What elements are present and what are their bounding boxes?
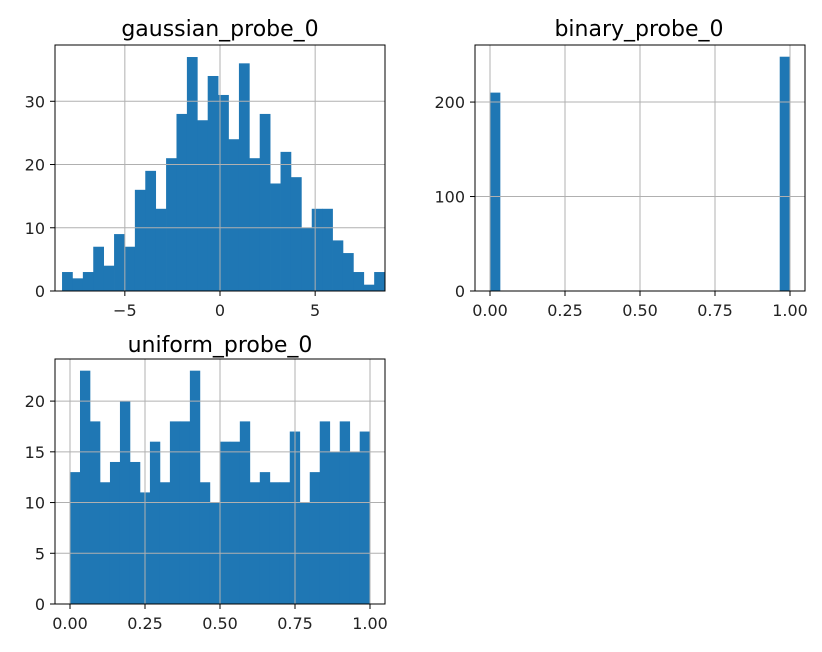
histogram-bar bbox=[342, 253, 354, 291]
histogram-bar bbox=[93, 246, 104, 291]
y-tick-label: 20 bbox=[25, 392, 45, 411]
y-tick-label: 15 bbox=[25, 443, 45, 462]
histogram-bar bbox=[159, 482, 171, 604]
x-tick-label: 0.25 bbox=[127, 614, 163, 633]
histogram-bar bbox=[179, 421, 191, 604]
histogram-bar bbox=[109, 461, 121, 604]
histogram-bar bbox=[229, 441, 241, 604]
histogram-bar bbox=[186, 57, 198, 291]
y-tick-label: 20 bbox=[25, 156, 45, 175]
y-tick-label: 5 bbox=[35, 544, 45, 563]
histogram-bar bbox=[339, 421, 351, 604]
y-tick-label: 100 bbox=[434, 188, 465, 207]
uniform-histogram-panel: uniform_probe_0 0.00 0.25 0.50 0.75 1.00 0 5 10… bbox=[25, 333, 388, 633]
histogram-bar bbox=[228, 139, 240, 291]
x-tick-label: 0.00 bbox=[52, 614, 88, 633]
histogram-bar bbox=[166, 158, 177, 291]
histogram-bar bbox=[238, 63, 250, 292]
gaussian-histogram-panel: gaussian_probe_0 −5 0 5 0 10 20 30 bbox=[25, 17, 386, 320]
x-tick-label: 0.75 bbox=[277, 614, 313, 633]
y-tick-label: 10 bbox=[25, 219, 45, 238]
x-tick-label: 0.50 bbox=[202, 614, 238, 633]
histogram-bar bbox=[197, 120, 209, 291]
binary-histogram-panel: binary_probe_0 0.00 0.25 0.50 0.75 1.00 0 100 2… bbox=[434, 17, 807, 320]
histogram-bar bbox=[89, 421, 101, 604]
histogram-bar bbox=[280, 151, 292, 291]
histogram-bar bbox=[779, 56, 791, 292]
histogram-bar bbox=[332, 240, 344, 291]
histogram-bar bbox=[269, 482, 281, 604]
y-tick-label: 10 bbox=[25, 494, 45, 513]
histogram-bar bbox=[279, 482, 291, 604]
x-tick-label: 1.00 bbox=[772, 301, 808, 320]
histogram-bar bbox=[301, 227, 313, 291]
histogram-bar bbox=[134, 189, 146, 291]
histogram-bar bbox=[124, 246, 136, 291]
histogram-bar bbox=[99, 482, 111, 604]
histogram-bar bbox=[270, 183, 281, 291]
histogram-bar bbox=[490, 92, 501, 291]
x-tick-label: 0.00 bbox=[472, 301, 508, 320]
histogram-bar bbox=[363, 284, 375, 291]
histogram-bar bbox=[353, 272, 365, 291]
histogram-bar bbox=[249, 158, 261, 291]
chart-title: gaussian_probe_0 bbox=[121, 17, 318, 42]
histogram-bar bbox=[207, 75, 219, 292]
histogram-bar bbox=[72, 278, 84, 291]
histogram-bar bbox=[319, 421, 331, 604]
histogram-bar bbox=[219, 441, 231, 604]
histogram-bar bbox=[239, 421, 251, 604]
histogram-bar bbox=[329, 451, 341, 604]
histogram-bar bbox=[309, 472, 321, 604]
x-tick-label: 1.00 bbox=[352, 614, 388, 633]
y-tick-label: 0 bbox=[455, 282, 465, 301]
histogram-bar bbox=[169, 421, 181, 604]
histogram-bar bbox=[199, 482, 211, 604]
y-tick-label: 200 bbox=[434, 93, 465, 112]
histogram-bar bbox=[176, 113, 188, 292]
histogram-bar bbox=[249, 482, 261, 604]
x-tick-label: 5 bbox=[310, 301, 320, 320]
histogram-bar bbox=[70, 472, 81, 604]
histogram-bar bbox=[189, 370, 201, 604]
histogram-bar bbox=[322, 208, 333, 291]
histogram-bar bbox=[145, 170, 157, 291]
histogram-bar bbox=[155, 208, 167, 291]
x-tick-label: 0 bbox=[215, 301, 225, 320]
histogram-bar bbox=[82, 272, 94, 291]
histogram-bar bbox=[290, 177, 302, 291]
y-tick-label: 0 bbox=[35, 282, 45, 301]
histogram-bar bbox=[129, 461, 141, 604]
histogram-bar bbox=[349, 451, 361, 604]
histogram-bar bbox=[259, 472, 271, 604]
x-tick-label: 0.25 bbox=[547, 301, 583, 320]
histogram-bar bbox=[359, 431, 371, 604]
y-tick-label: 30 bbox=[25, 92, 45, 111]
histogram-bar bbox=[103, 265, 115, 291]
histogram-bar bbox=[62, 272, 73, 291]
histogram-bar bbox=[259, 113, 271, 292]
chart-title: uniform_probe_0 bbox=[128, 333, 313, 358]
x-tick-label: −5 bbox=[113, 301, 137, 320]
histogram-bar bbox=[114, 234, 125, 291]
histogram-bar bbox=[374, 272, 385, 291]
x-tick-label: 0.50 bbox=[622, 301, 658, 320]
chart-title: binary_probe_0 bbox=[554, 17, 723, 42]
histogram-bar bbox=[218, 94, 229, 292]
histogram-bar bbox=[79, 370, 91, 604]
histogram-bar bbox=[311, 208, 323, 291]
histogram-bar bbox=[149, 441, 161, 604]
x-tick-label: 0.75 bbox=[697, 301, 733, 320]
y-tick-label: 0 bbox=[35, 595, 45, 614]
